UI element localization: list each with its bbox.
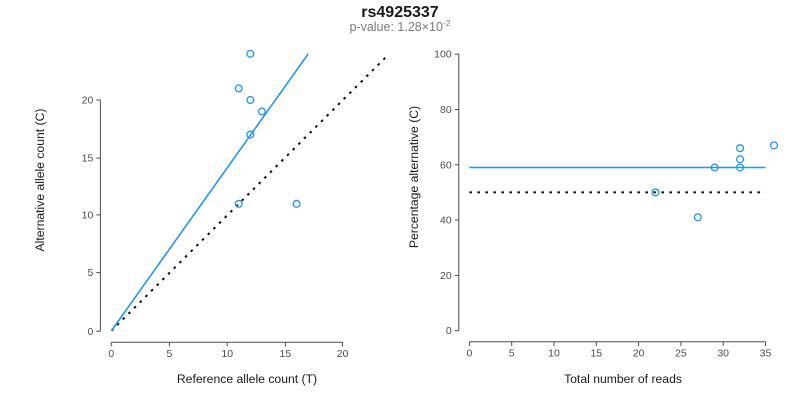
svg-text:30: 30 (717, 347, 729, 359)
svg-text:40: 40 (440, 215, 452, 227)
svg-text:5: 5 (87, 267, 93, 279)
svg-text:0: 0 (466, 347, 472, 359)
svg-text:100: 100 (434, 49, 452, 61)
svg-text:15: 15 (82, 153, 94, 165)
svg-text:rs4925337: rs4925337 (361, 4, 439, 21)
svg-text:20: 20 (633, 347, 645, 359)
svg-text:Reference allele count (T): Reference allele count (T) (177, 372, 317, 386)
svg-text:0: 0 (446, 325, 452, 337)
svg-text:35: 35 (760, 347, 772, 359)
svg-text:15: 15 (280, 348, 292, 360)
svg-text:0: 0 (87, 326, 93, 338)
svg-text:80: 80 (440, 104, 452, 116)
svg-text:0: 0 (108, 348, 114, 360)
svg-text:5: 5 (509, 347, 515, 359)
svg-text:60: 60 (440, 159, 452, 171)
svg-text:Alternative allele count (C): Alternative allele count (C) (33, 109, 47, 252)
svg-text:10: 10 (548, 347, 560, 359)
svg-text:20: 20 (82, 95, 94, 107)
svg-text:15: 15 (590, 347, 602, 359)
svg-text:10: 10 (82, 209, 94, 221)
svg-text:Total number of reads: Total number of reads (564, 372, 682, 386)
svg-text:5: 5 (166, 348, 172, 360)
svg-text:10: 10 (221, 348, 233, 360)
svg-text:p-value: 1.28×10-2: p-value: 1.28×10-2 (349, 18, 450, 34)
svg-text:Percentage alternative (C): Percentage alternative (C) (407, 106, 421, 248)
svg-text:20: 20 (440, 270, 452, 282)
svg-text:20: 20 (337, 348, 349, 360)
svg-text:25: 25 (675, 347, 687, 359)
